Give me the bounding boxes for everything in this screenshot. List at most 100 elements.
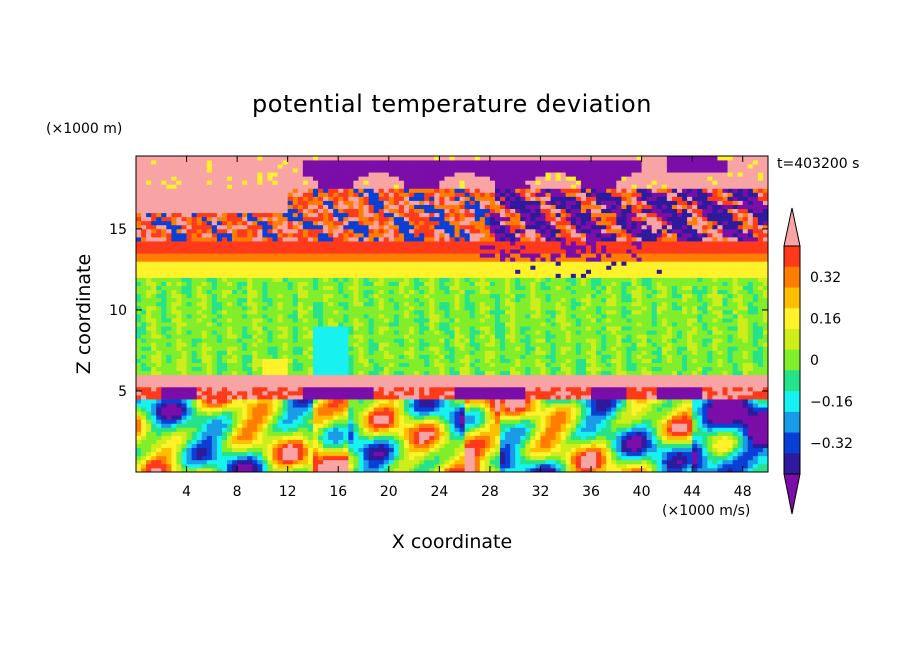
heatmap-cell [252, 362, 258, 368]
heatmap-cell [186, 378, 192, 384]
heatmap-cell [494, 447, 501, 453]
heatmap-cell [616, 342, 622, 347]
heatmap-cell [363, 415, 369, 420]
heatmap-cell [666, 439, 673, 444]
heatmap-cell [292, 366, 299, 372]
heatmap-cell [176, 419, 182, 424]
heatmap-cell [585, 407, 592, 412]
heatmap-cell [540, 399, 546, 404]
heatmap-cell [378, 382, 385, 388]
heatmap-cell [555, 419, 562, 424]
heatmap-cell [585, 382, 592, 388]
heatmap-cell [651, 395, 658, 400]
heatmap-cell [191, 415, 198, 420]
heatmap-cell [141, 386, 147, 392]
heatmap-cell [616, 358, 622, 363]
heatmap-cell [762, 338, 769, 343]
heatmap-cell [151, 378, 157, 384]
heatmap-cell [560, 423, 567, 428]
heatmap-cell [348, 411, 354, 416]
heatmap-cell [333, 314, 339, 319]
heatmap-cell [338, 423, 344, 428]
heatmap-cell [257, 395, 263, 400]
heatmap-cell [409, 403, 415, 408]
heatmap-cell [146, 403, 152, 408]
heatmap-cell [368, 407, 374, 412]
heatmap-cell [252, 443, 258, 449]
heatmap-cell [403, 309, 410, 315]
heatmap-cell [343, 407, 349, 412]
heatmap-cell [550, 395, 556, 400]
heatmap-cell [393, 411, 400, 416]
heatmap-cell [469, 399, 476, 404]
heatmap-cell [464, 459, 471, 465]
heatmap-cell [353, 395, 359, 400]
heatmap-cell [307, 350, 314, 355]
heatmap-cell [141, 395, 147, 400]
heatmap-cell [621, 399, 627, 404]
heatmap-cell [383, 459, 390, 465]
heatmap-cell [489, 390, 496, 396]
heatmap-cell [237, 350, 243, 355]
heatmap-cell [414, 362, 420, 368]
heatmap-cell [373, 411, 380, 416]
heatmap-cell [636, 390, 642, 396]
heatmap-cell [752, 447, 759, 453]
heatmap-cell [151, 338, 157, 343]
heatmap-cell [631, 467, 637, 473]
heatmap-cell [666, 459, 673, 465]
heatmap-cell [176, 467, 182, 473]
heatmap-cell [136, 350, 142, 355]
heatmap-cell [439, 314, 445, 319]
heatmap-cell [414, 382, 420, 388]
heatmap-cell [525, 419, 531, 424]
heatmap-cell [722, 451, 728, 457]
heatmap-cell [727, 366, 733, 372]
heatmap-cell [611, 322, 617, 327]
heatmap-cell [540, 334, 546, 339]
heatmap-cell [606, 330, 612, 335]
heatmap-cell [651, 382, 658, 388]
heatmap-cell [676, 322, 683, 327]
heatmap-cell [262, 346, 268, 351]
heatmap-cell [500, 427, 506, 432]
heatmap-cell [626, 447, 632, 453]
heatmap-cell [570, 362, 577, 368]
heatmap-cell [722, 354, 728, 359]
heatmap-cell [343, 358, 349, 363]
heatmap-cell [338, 342, 344, 347]
heatmap-cell [409, 330, 415, 335]
heatmap-cell [702, 366, 708, 372]
heatmap-cell [307, 362, 314, 368]
heatmap-cell [651, 346, 658, 351]
heatmap-cell [692, 358, 698, 363]
heatmap-cell [333, 326, 339, 331]
heatmap-cell [343, 326, 349, 331]
heatmap-cell [570, 467, 577, 473]
heatmap-cell [318, 309, 324, 315]
heatmap-cell [414, 346, 420, 351]
heatmap-cell [626, 399, 632, 404]
heatmap-cell [676, 443, 683, 449]
heatmap-cell [656, 346, 663, 351]
heatmap-cell [373, 435, 380, 440]
heatmap-cell [676, 411, 683, 416]
heatmap-cell [717, 415, 723, 420]
heatmap-cell [388, 378, 395, 384]
heatmap-cell [616, 326, 622, 331]
heatmap-cell [510, 423, 516, 428]
heatmap-cell [156, 374, 162, 380]
heatmap-cell [282, 435, 289, 440]
heatmap-cell [171, 330, 177, 335]
heatmap-cell [727, 390, 733, 396]
heatmap-cell [510, 399, 516, 404]
heatmap-cell [687, 455, 693, 461]
heatmap-cell [409, 338, 415, 343]
heatmap-cell [196, 390, 203, 396]
heatmap-cell [136, 309, 142, 315]
heatmap-cell [242, 382, 248, 388]
heatmap-cell [227, 326, 233, 331]
heatmap-cell [282, 443, 289, 449]
heatmap-cell [525, 386, 531, 392]
heatmap-cell [287, 399, 294, 404]
